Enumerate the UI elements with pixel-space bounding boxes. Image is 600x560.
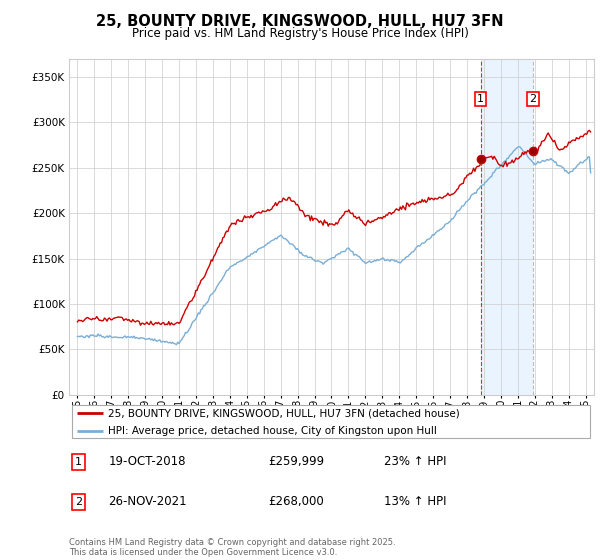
Text: £259,999: £259,999 [269, 455, 325, 468]
Text: Price paid vs. HM Land Registry's House Price Index (HPI): Price paid vs. HM Land Registry's House … [131, 27, 469, 40]
Text: 2: 2 [75, 497, 82, 507]
Text: 19-OCT-2018: 19-OCT-2018 [109, 455, 186, 468]
Text: £268,000: £268,000 [269, 496, 324, 508]
Text: 2: 2 [529, 94, 536, 104]
Text: 26-NOV-2021: 26-NOV-2021 [109, 496, 187, 508]
Text: 25, BOUNTY DRIVE, KINGSWOOD, HULL, HU7 3FN (detached house): 25, BOUNTY DRIVE, KINGSWOOD, HULL, HU7 3… [109, 408, 460, 418]
Text: 1: 1 [477, 94, 484, 104]
Text: 25, BOUNTY DRIVE, KINGSWOOD, HULL, HU7 3FN: 25, BOUNTY DRIVE, KINGSWOOD, HULL, HU7 3… [96, 14, 504, 29]
Bar [481, 59, 533, 395]
Text: 13% ↑ HPI: 13% ↑ HPI [384, 496, 446, 508]
Text: HPI: Average price, detached house, City of Kingston upon Hull: HPI: Average price, detached house, City… [109, 426, 437, 436]
Text: Contains HM Land Registry data © Crown copyright and database right 2025.
This d: Contains HM Land Registry data © Crown c… [69, 538, 395, 557]
Text: 23% ↑ HPI: 23% ↑ HPI [384, 455, 446, 468]
FancyBboxPatch shape [71, 405, 590, 438]
Text: 1: 1 [75, 457, 82, 467]
